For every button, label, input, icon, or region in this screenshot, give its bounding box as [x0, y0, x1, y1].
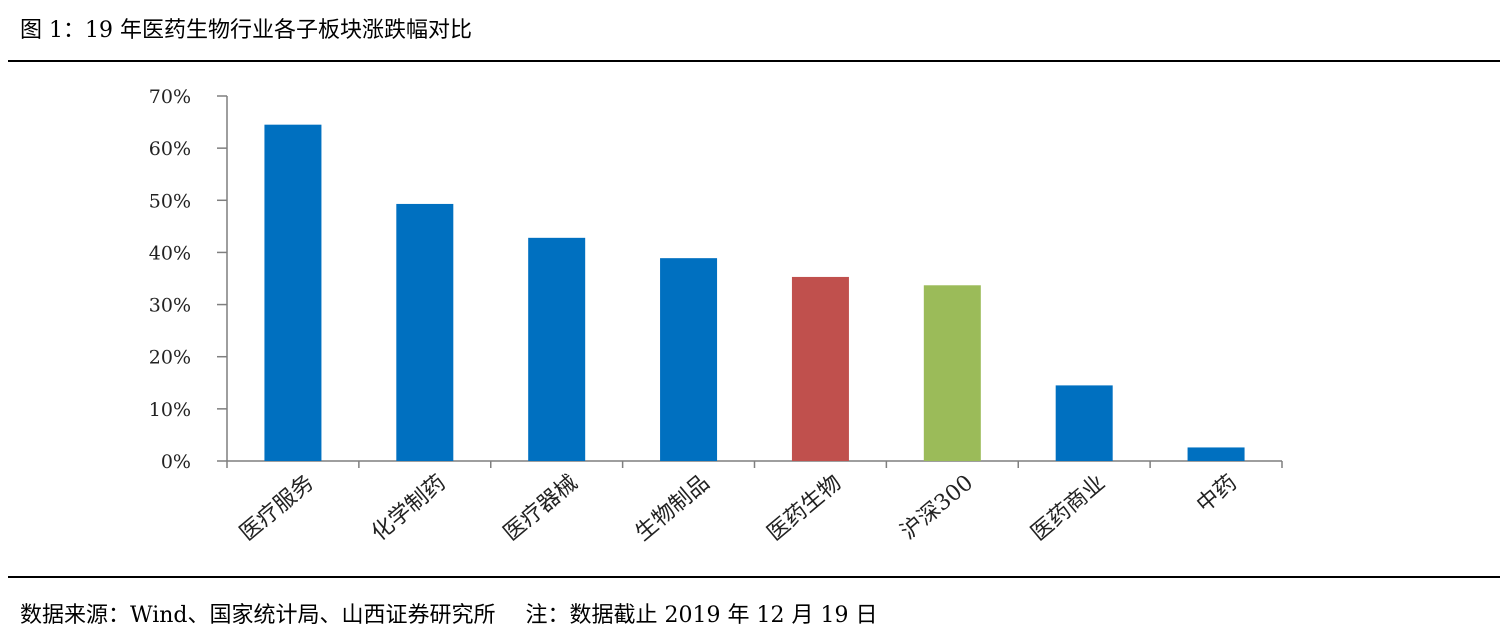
bar-8 — [1187, 447, 1245, 461]
x-axis — [226, 460, 1283, 468]
bar-chart: 0% 10% 20% 30% 40% 50% 60% 70% 医疗服务 化学制药 医疗器械 生物制品… — [149, 86, 1283, 546]
bar-7 — [1055, 385, 1113, 461]
bars — [264, 124, 1245, 461]
bar-3 — [528, 237, 586, 461]
category-label: 生物制品 — [631, 470, 714, 546]
source-text: 数据来源：Wind、国家统计局、山西证券研究所 — [20, 603, 496, 628]
figure-title: 图 1：19 年医药生物行业各子板块涨跌幅对比 — [20, 18, 472, 43]
category-label: 医药生物 — [763, 470, 846, 546]
bar-5 — [791, 276, 849, 461]
bar-1 — [264, 124, 322, 461]
y-tick-label: 60% — [149, 138, 191, 160]
figure-source-line: 数据来源：Wind、国家统计局、山西证券研究所 注：数据截止 2019 年 12 … — [20, 597, 877, 629]
category-label: 中药 — [1192, 470, 1242, 517]
top-rule — [8, 60, 1500, 62]
category-label: 化学制药 — [367, 470, 450, 546]
category-label: 医疗器械 — [499, 470, 582, 546]
y-axis: 0% 10% 20% 30% 40% 50% 60% 70% — [149, 86, 228, 473]
bar-6 — [923, 285, 981, 461]
y-tick-label: 0% — [161, 451, 191, 473]
y-tick-label: 70% — [149, 86, 191, 108]
y-tick-label: 40% — [149, 242, 191, 264]
y-tick-label: 30% — [149, 295, 191, 317]
y-tick-label: 20% — [149, 347, 191, 369]
category-label: 医疗服务 — [235, 470, 318, 546]
bottom-rule — [8, 576, 1500, 578]
y-tick-label: 10% — [149, 399, 191, 421]
bar-4 — [660, 258, 718, 461]
category-label: 沪深300 — [896, 470, 978, 544]
bar-2 — [396, 203, 454, 461]
y-tick-label: 50% — [149, 190, 191, 212]
category-label: 医药商业 — [1027, 470, 1110, 546]
note-text: 注：数据截止 2019 年 12 月 19 日 — [525, 603, 878, 628]
category-labels: 医疗服务 化学制药 医疗器械 生物制品 医药生物 沪深300 医药商业 中药 — [235, 470, 1242, 546]
